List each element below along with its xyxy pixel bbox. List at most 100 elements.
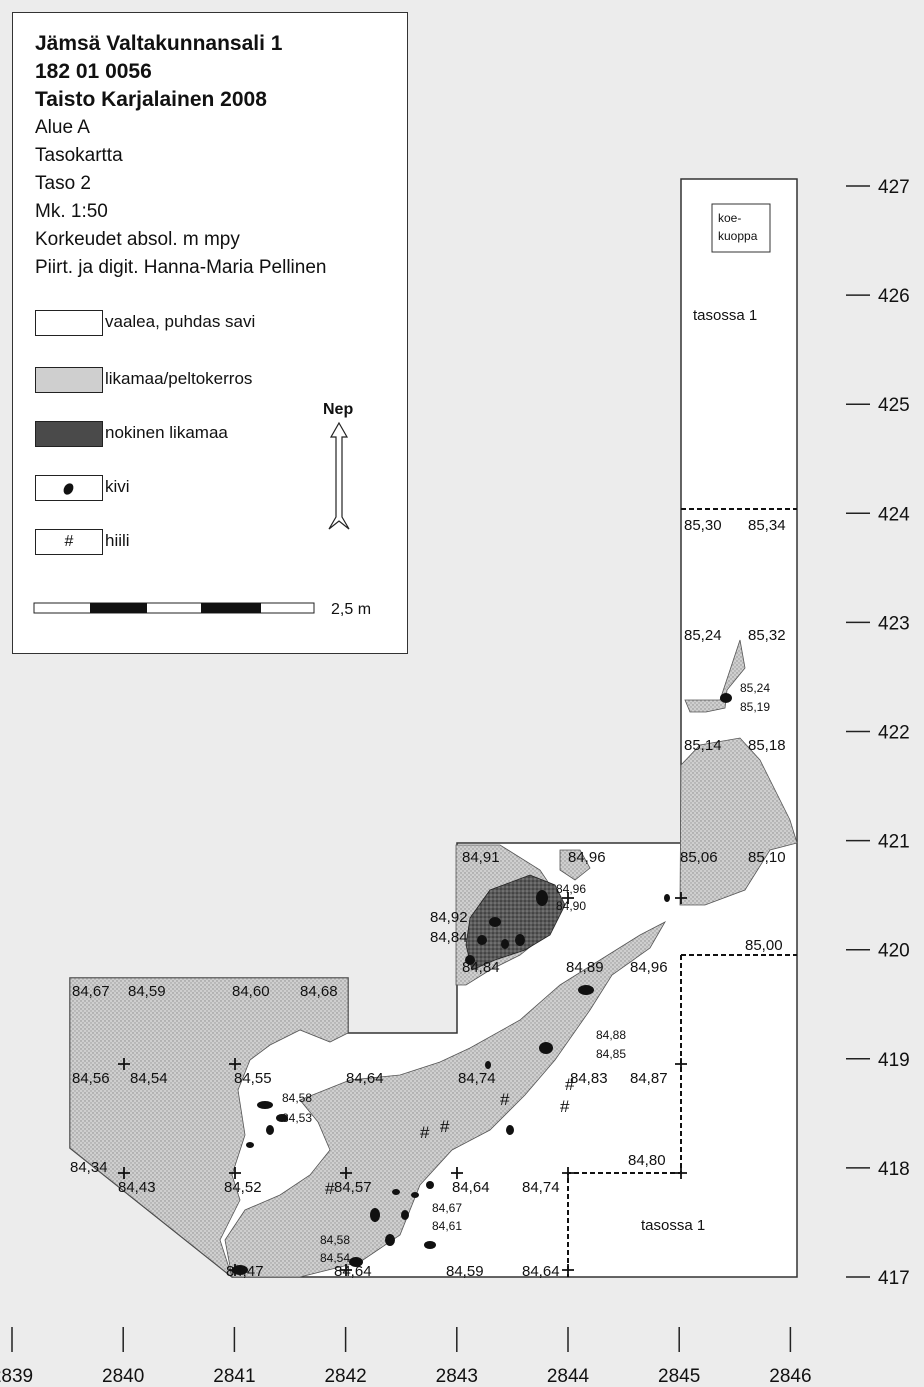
elevation-label: 84,96 xyxy=(630,959,668,976)
elevation-label: 84,92 xyxy=(430,909,468,926)
legend-item-hiili: hiili xyxy=(105,531,130,550)
x-tick-label: 2841 xyxy=(213,1366,255,1387)
grid-cross-icon xyxy=(562,1264,574,1276)
legend-info-level: Taso 2 xyxy=(35,173,91,194)
y-tick-label: 419 xyxy=(878,1050,910,1071)
elevation-label: 85,06 xyxy=(680,849,718,866)
elevation-label: 84,47 xyxy=(226,1263,264,1280)
svg-text:#: # xyxy=(420,1123,430,1142)
legend-id: 182 01 0056 xyxy=(35,60,152,83)
scale-label: 2,5 m xyxy=(331,601,372,618)
legend-info-scale: Mk. 1:50 xyxy=(35,201,108,222)
elevation-label: 84,64 xyxy=(334,1263,372,1280)
elevation-label: 84,91 xyxy=(462,849,500,866)
tasossa-lower-label: tasossa 1 xyxy=(641,1217,705,1234)
swatch-nokinen xyxy=(35,421,103,447)
grid-cross-icon xyxy=(118,1058,130,1070)
y-axis: 427 426 425 424 423 422 421 420 419 418 417 xyxy=(846,177,910,1289)
x-tick-label: 2843 xyxy=(436,1366,478,1387)
legend-item-nokinen: nokinen likamaa xyxy=(105,423,228,442)
swatch-kivi xyxy=(35,475,103,501)
legend-info-drawn: Piirt. ja digit. Hanna-Maria Pellinen xyxy=(35,257,327,278)
elevation-label: 84,53 xyxy=(282,1111,312,1125)
tasossa-upper-label: tasossa 1 xyxy=(693,307,757,324)
x-tick-label: 2845 xyxy=(658,1366,700,1387)
y-tick-label: 426 xyxy=(878,286,910,307)
elevation-label: 84,85 xyxy=(596,1047,626,1061)
elevation-labels: 85,30 85,34 85,24 85,32 85,24 85,19 85,14 85,18… xyxy=(70,517,786,1280)
y-tick-label: 418 xyxy=(878,1159,910,1180)
x-tick-label: 2844 xyxy=(547,1366,590,1387)
elevation-label: 84,84 xyxy=(462,959,500,976)
elevation-label: 85,00 xyxy=(745,937,783,954)
elevation-label: 84,57 xyxy=(334,1179,372,1196)
x-tick-label: 2846 xyxy=(769,1366,811,1387)
elevation-label: 84,89 xyxy=(566,959,604,976)
legend-item-clay: vaalea, puhdas savi xyxy=(105,312,256,331)
legend-info-heights: Korkeudet absol. m mpy xyxy=(35,229,240,250)
elevation-label: 84,64 xyxy=(346,1070,384,1087)
y-tick-label: 423 xyxy=(878,613,910,634)
x-tick-label: 2839 xyxy=(0,1366,33,1387)
elevation-label: 85,10 xyxy=(748,849,786,866)
elevation-label: 84,87 xyxy=(630,1070,668,1087)
grid-cross-icon xyxy=(229,1167,241,1179)
svg-text:#: # xyxy=(560,1097,570,1116)
grid-cross-icon xyxy=(229,1058,241,1070)
north-arrow-icon xyxy=(328,421,350,530)
elevation-label: 84,83 xyxy=(570,1070,608,1087)
y-tick-label: 417 xyxy=(878,1268,910,1289)
elevation-label: 85,18 xyxy=(748,737,786,754)
elevation-label: 85,19 xyxy=(740,700,770,714)
elevation-label: 84,90 xyxy=(556,899,586,913)
grid-cross-icon xyxy=(562,1167,574,1179)
elevation-label: 84,56 xyxy=(72,1070,110,1087)
y-tick-label: 422 xyxy=(878,723,910,744)
swatch-hiili: # xyxy=(35,529,103,555)
x-tick-label: 2842 xyxy=(324,1366,366,1387)
elevation-label: 84,58 xyxy=(282,1091,312,1105)
grid-crosses xyxy=(118,892,687,1276)
koekuoppa-box xyxy=(711,203,771,253)
grid-cross-icon xyxy=(675,1167,687,1179)
grid-cross-icon xyxy=(340,1264,352,1276)
svg-text:#: # xyxy=(565,1075,575,1094)
elevation-label: 84,88 xyxy=(596,1028,626,1042)
elevation-label: 84,52 xyxy=(224,1179,262,1196)
elevation-label: 84,96 xyxy=(556,882,586,896)
stones xyxy=(232,693,732,1275)
legend-title: Jämsä Valtakunnansali 1 xyxy=(35,32,283,55)
elevation-label: 85,32 xyxy=(748,627,786,644)
legend-item-likamaa: likamaa/peltokerros xyxy=(105,369,253,388)
elevation-label: 84,54 xyxy=(130,1070,168,1087)
elevation-label: 84,74 xyxy=(522,1179,560,1196)
elevation-label: 84,43 xyxy=(118,1179,156,1196)
legend-author: Taisto Karjalainen 2008 xyxy=(35,88,267,111)
swatch-likamaa xyxy=(35,367,103,393)
koekuoppa-label-2: kuoppa xyxy=(718,229,758,243)
elevation-label: 85,24 xyxy=(740,681,770,695)
grid-cross-icon xyxy=(562,892,574,904)
elevation-label: 84,84 xyxy=(430,929,468,946)
elevation-label: 84,54 xyxy=(320,1251,350,1265)
north-label: Nep xyxy=(323,401,354,418)
koekuoppa-label-1: koe- xyxy=(718,211,741,225)
elevation-label: 84,58 xyxy=(320,1233,350,1247)
elevation-label: 84,55 xyxy=(234,1070,272,1087)
elevation-label: 84,59 xyxy=(446,1263,484,1280)
grid-cross-icon xyxy=(340,1167,352,1179)
elevation-label: 85,24 xyxy=(684,627,722,644)
elevation-label: 84,68 xyxy=(300,983,338,1000)
y-tick-label: 427 xyxy=(878,177,910,198)
swatch-clay xyxy=(35,310,103,336)
grid-cross-icon xyxy=(118,1167,130,1179)
x-tick-label: 2840 xyxy=(102,1366,144,1387)
legend-info-type: Tasokartta xyxy=(35,145,123,166)
grid-cross-icon xyxy=(229,1264,241,1276)
scale-bar xyxy=(33,602,315,614)
x-axis: 2839 2840 2841 2842 2843 2844 2845 2846 xyxy=(0,1327,812,1387)
legend-item-kivi: kivi xyxy=(105,477,130,496)
grid-cross-icon xyxy=(675,892,687,904)
grid-cross-icon xyxy=(675,1058,687,1070)
